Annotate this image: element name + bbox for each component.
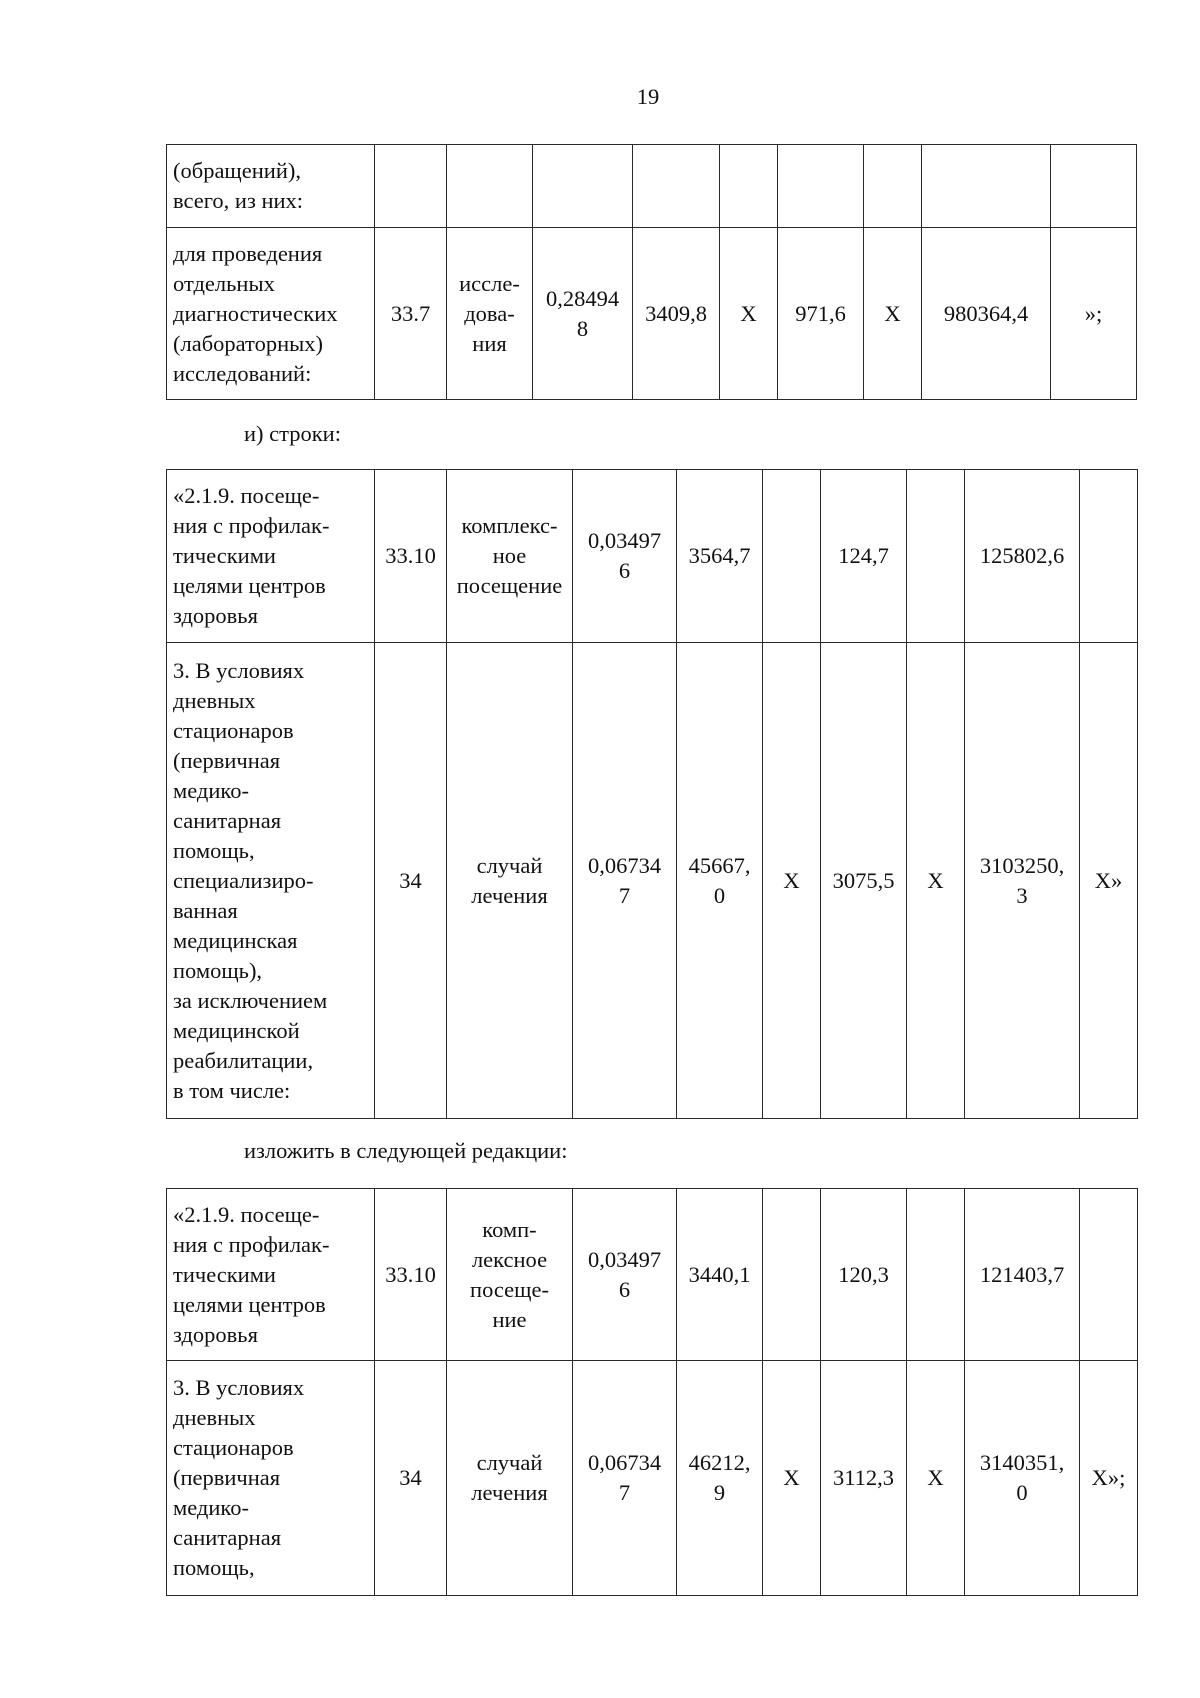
table-cell (1079, 1188, 1138, 1361)
row-label-cell: «2.1.9. посеще- ния с профилак- тическим… (166, 469, 375, 643)
table-cell: 33.7 (374, 227, 447, 400)
table-cell: 3075,5 (820, 642, 907, 1119)
paragraph-new-edition: изложить в следующей редакции: (244, 1138, 568, 1163)
table-row: (обращений), всего, из них: (166, 144, 1137, 228)
table-cell (762, 469, 821, 643)
table-cell (446, 144, 533, 228)
table-cell: комп- лексное посеще- ние (446, 1188, 573, 1361)
table-cell: 34 (374, 642, 447, 1119)
table-cell: 3564,7 (676, 469, 763, 643)
table-row: для проведения отдельных диагностических… (166, 227, 1137, 400)
table-cell: 33.10 (374, 1188, 447, 1361)
table-cell: Х»; (1079, 1360, 1138, 1596)
table-row: 3. В условиях дневных стационаров (перви… (166, 642, 1138, 1119)
table-cell (863, 144, 922, 228)
table-cell: Х (719, 227, 778, 400)
table-cell: 120,3 (820, 1188, 907, 1361)
table-cell (906, 1188, 965, 1361)
table-cell: случай лечения (446, 642, 573, 1119)
table-cell: Х (906, 642, 965, 1119)
table-cell: комплекс- ное посещение (446, 469, 573, 643)
table-cell: 121403,7 (964, 1188, 1080, 1361)
table-cell: Х (906, 1360, 965, 1596)
table-cell (921, 144, 1051, 228)
table-cell: 3112,3 (820, 1360, 907, 1596)
table-row: 3. В условиях дневных стационаров (перви… (166, 1360, 1138, 1596)
table-cell: 0,03497 6 (572, 1188, 677, 1361)
table-new-rows: «2.1.9. посеще- ния с профилак- тическим… (166, 1188, 1138, 1596)
paragraph-strings: и) строки: (244, 421, 341, 446)
table-cell (719, 144, 778, 228)
table-cell: 971,6 (777, 227, 864, 400)
table-cell: 125802,6 (964, 469, 1080, 643)
row-label-cell: 3. В условиях дневных стационаров (перви… (166, 1360, 375, 1596)
table-cell: 0,03497 6 (572, 469, 677, 643)
table-cell: 45667, 0 (676, 642, 763, 1119)
table-cell: Х» (1079, 642, 1138, 1119)
page-number: 19 (636, 84, 660, 109)
table-cell (762, 1188, 821, 1361)
table-cell (532, 144, 633, 228)
table-cell: Х (863, 227, 922, 400)
table-row: «2.1.9. посеще- ния с профилак- тическим… (166, 1188, 1138, 1361)
table-cell: 33.10 (374, 469, 447, 643)
table-row: «2.1.9. посеще- ния с профилак- тическим… (166, 469, 1138, 643)
row-label-cell: «2.1.9. посеще- ния с профилак- тическим… (166, 1188, 375, 1361)
table-cell: 46212, 9 (676, 1360, 763, 1596)
table-cell: 3103250, 3 (964, 642, 1080, 1119)
table-cell: 34 (374, 1360, 447, 1596)
row-label-cell: 3. В условиях дневных стационаров (перви… (166, 642, 375, 1119)
table-cell (374, 144, 447, 228)
table-cell: 3140351, 0 (964, 1360, 1080, 1596)
table-cell (906, 469, 965, 643)
table-cell: Х (762, 1360, 821, 1596)
table-cell: 3409,8 (632, 227, 720, 400)
table-old-rows: «2.1.9. посеще- ния с профилак- тическим… (166, 469, 1138, 1119)
table-cell: 980364,4 (921, 227, 1051, 400)
table-original-rows-part: (обращений), всего, из них: для проведени… (166, 144, 1137, 400)
table-cell: »; (1050, 227, 1137, 400)
table-cell: Х (762, 642, 821, 1119)
table-cell: 0,28494 8 (532, 227, 633, 400)
table-cell (777, 144, 864, 228)
table-cell (1050, 144, 1137, 228)
table-cell: 3440,1 (676, 1188, 763, 1361)
table-cell (1079, 469, 1138, 643)
row-label-cell: (обращений), всего, из них: (166, 144, 375, 228)
table-cell: 124,7 (820, 469, 907, 643)
table-cell: 0,06734 7 (572, 1360, 677, 1596)
table-cell: случай лечения (446, 1360, 573, 1596)
table-cell: иссле- дова- ния (446, 227, 533, 400)
row-label-cell: для проведения отдельных диагностических… (166, 227, 375, 400)
table-cell: 0,06734 7 (572, 642, 677, 1119)
table-cell (632, 144, 720, 228)
